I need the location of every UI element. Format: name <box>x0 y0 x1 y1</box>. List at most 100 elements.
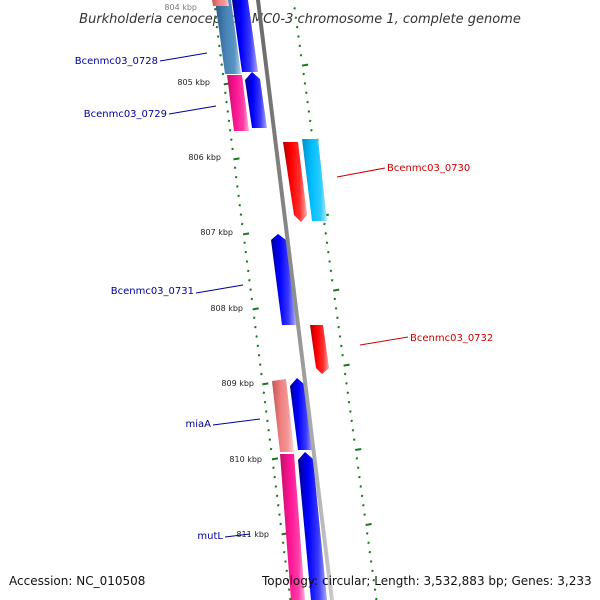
inner-ring-minor-tick <box>252 316 256 320</box>
inner-ring-minor-tick <box>266 419 269 423</box>
kbp-label-805: 805 kbp <box>177 78 210 87</box>
outer-ring-major-tick <box>333 288 340 292</box>
kbp-label-811: 811 kbp <box>236 530 269 539</box>
inner-ring-minor-tick <box>283 550 286 554</box>
outer-ring-minor-tick <box>345 382 348 385</box>
outer-ring-minor-tick <box>373 588 377 591</box>
inner-ring-major-tick <box>271 457 279 461</box>
outer-ring-minor-tick <box>302 72 305 76</box>
inner-ring-minor-tick <box>220 63 223 66</box>
accession-text: Accession: NC_010508 <box>9 574 146 588</box>
outer-ring-minor-tick <box>324 232 327 235</box>
kbp-labels: 804 kbp 805 kbp 806 kbp 807 kbp 808 kbp … <box>164 3 269 539</box>
kbp-label-806: 806 kbp <box>188 153 221 162</box>
inner-ring-minor-tick <box>284 560 287 563</box>
outer-ring-minor-tick <box>294 16 298 20</box>
inner-ring-minor-tick <box>250 297 254 301</box>
outer-ring-minor-tick <box>297 35 300 38</box>
gene-label-miaA[interactable]: miaA <box>186 419 212 430</box>
inner-ring-minor-tick <box>285 569 288 573</box>
inner-ring-minor-tick <box>236 185 239 188</box>
gene-label-0730[interactable]: Bcenmc03_0730 <box>387 163 470 174</box>
inner-ring-minor-tick <box>224 91 227 95</box>
kbp-label-809: 809 kbp <box>221 379 254 388</box>
gene-label-0732[interactable]: Bcenmc03_0732 <box>410 333 493 344</box>
outer-ring-minor-tick <box>363 513 366 516</box>
inner-ring-minor-tick <box>262 391 266 395</box>
outer-ring-major-tick <box>355 448 362 451</box>
inner-ring-minor-tick <box>228 128 232 132</box>
inner-ring-minor-tick <box>214 16 217 20</box>
cds-salmon-miaA <box>272 379 294 452</box>
outer-ring-minor-tick <box>349 410 352 413</box>
inner-ring-minor-tick <box>260 372 263 376</box>
gene-label-0729[interactable]: Bcenmc03_0729 <box>84 109 167 120</box>
outer-ring-minor-tick <box>359 485 362 488</box>
cds-steel-0728 <box>215 0 241 74</box>
outer-ring-minor-tick <box>305 91 308 95</box>
inner-ring-minor-tick <box>273 475 276 479</box>
feature-track <box>212 0 329 600</box>
inner-ring-minor-tick <box>274 485 278 488</box>
inner-ring-minor-tick <box>216 35 220 38</box>
outer-ring-major-tick <box>365 523 372 526</box>
inner-ring-minor-tick <box>269 447 273 451</box>
inner-ring-minor-tick <box>264 410 268 413</box>
inner-ring-minor-tick <box>287 588 291 591</box>
outer-ring-minor-tick <box>310 128 313 132</box>
inner-ring-minor-tick <box>231 147 234 151</box>
inner-ring-major-tick <box>242 232 250 236</box>
inner-ring-minor-tick <box>244 250 248 254</box>
map-title: Burkholderia cenocepacia MC0-3 chromosom… <box>79 12 521 27</box>
cds-salmon-top <box>212 0 229 6</box>
leader-line-0731 <box>195 284 244 294</box>
inner-ring-minor-tick <box>245 260 249 263</box>
inner-ring-major-tick <box>262 382 269 386</box>
inner-ring-minor-tick <box>268 438 272 441</box>
gene-labels: Bcenmc03_0728 Bcenmc03_0729 Bcenmc03_073… <box>75 52 493 542</box>
outer-ring-minor-tick <box>350 419 353 423</box>
outer-ring-minor-tick <box>298 44 302 48</box>
kbp-label-807: 807 kbp <box>200 228 233 237</box>
outer-ring-minor-tick <box>327 250 330 254</box>
gene-reverse-0730 <box>283 142 307 222</box>
gene-forward-0729 <box>245 72 267 128</box>
outer-ring-minor-tick <box>330 278 334 282</box>
inner-ring-minor-tick <box>248 278 251 282</box>
inner-ring-minor-tick <box>230 138 233 141</box>
outer-ring-minor-tick <box>307 110 311 113</box>
outer-ring-minor-tick <box>303 82 307 85</box>
outer-ring-minor-tick <box>352 438 356 441</box>
outer-ring-minor-tick <box>368 550 372 554</box>
inner-ring-major-tick <box>233 157 240 161</box>
inner-ring-minor-tick <box>225 100 228 104</box>
inner-ring-minor-tick <box>279 522 282 526</box>
outer-ring-minor-tick <box>308 119 312 123</box>
inner-ring-minor-tick <box>227 119 231 123</box>
inner-ring-major-tick <box>252 307 259 311</box>
inner-ring-minor-tick <box>254 325 257 329</box>
outer-ring-minor-tick <box>299 53 303 57</box>
outer-ring-minor-tick <box>346 391 350 395</box>
cds-pink-mutL <box>280 454 305 600</box>
outer-ring-minor-tick <box>371 569 374 573</box>
inner-ring-minor-tick <box>226 110 229 113</box>
outer-ring-minor-tick <box>365 532 369 535</box>
gene-label-0731[interactable]: Bcenmc03_0731 <box>111 286 194 297</box>
outer-ring-minor-tick <box>340 344 343 348</box>
inner-ring-minor-tick <box>267 428 270 432</box>
outer-ring-minor-tick <box>343 372 347 376</box>
inner-ring-minor-tick <box>219 53 222 57</box>
gene-label-mutL[interactable]: mutL <box>197 531 223 542</box>
topology-text: Topology: circular; Length: 3,532,883 bp… <box>262 574 592 588</box>
inner-ring-minor-tick <box>275 494 279 498</box>
gene-label-0728[interactable]: Bcenmc03_0728 <box>75 56 158 67</box>
outer-ring-minor-tick <box>338 335 342 338</box>
inner-ring-minor-tick <box>215 25 219 29</box>
inner-ring-minor-tick <box>233 166 237 170</box>
inner-tick-ring <box>213 0 292 600</box>
leader-line-0729 <box>168 105 217 115</box>
outer-ring-minor-tick <box>355 457 359 460</box>
inner-ring-minor-tick <box>234 175 238 179</box>
outer-ring-minor-tick <box>329 269 333 273</box>
